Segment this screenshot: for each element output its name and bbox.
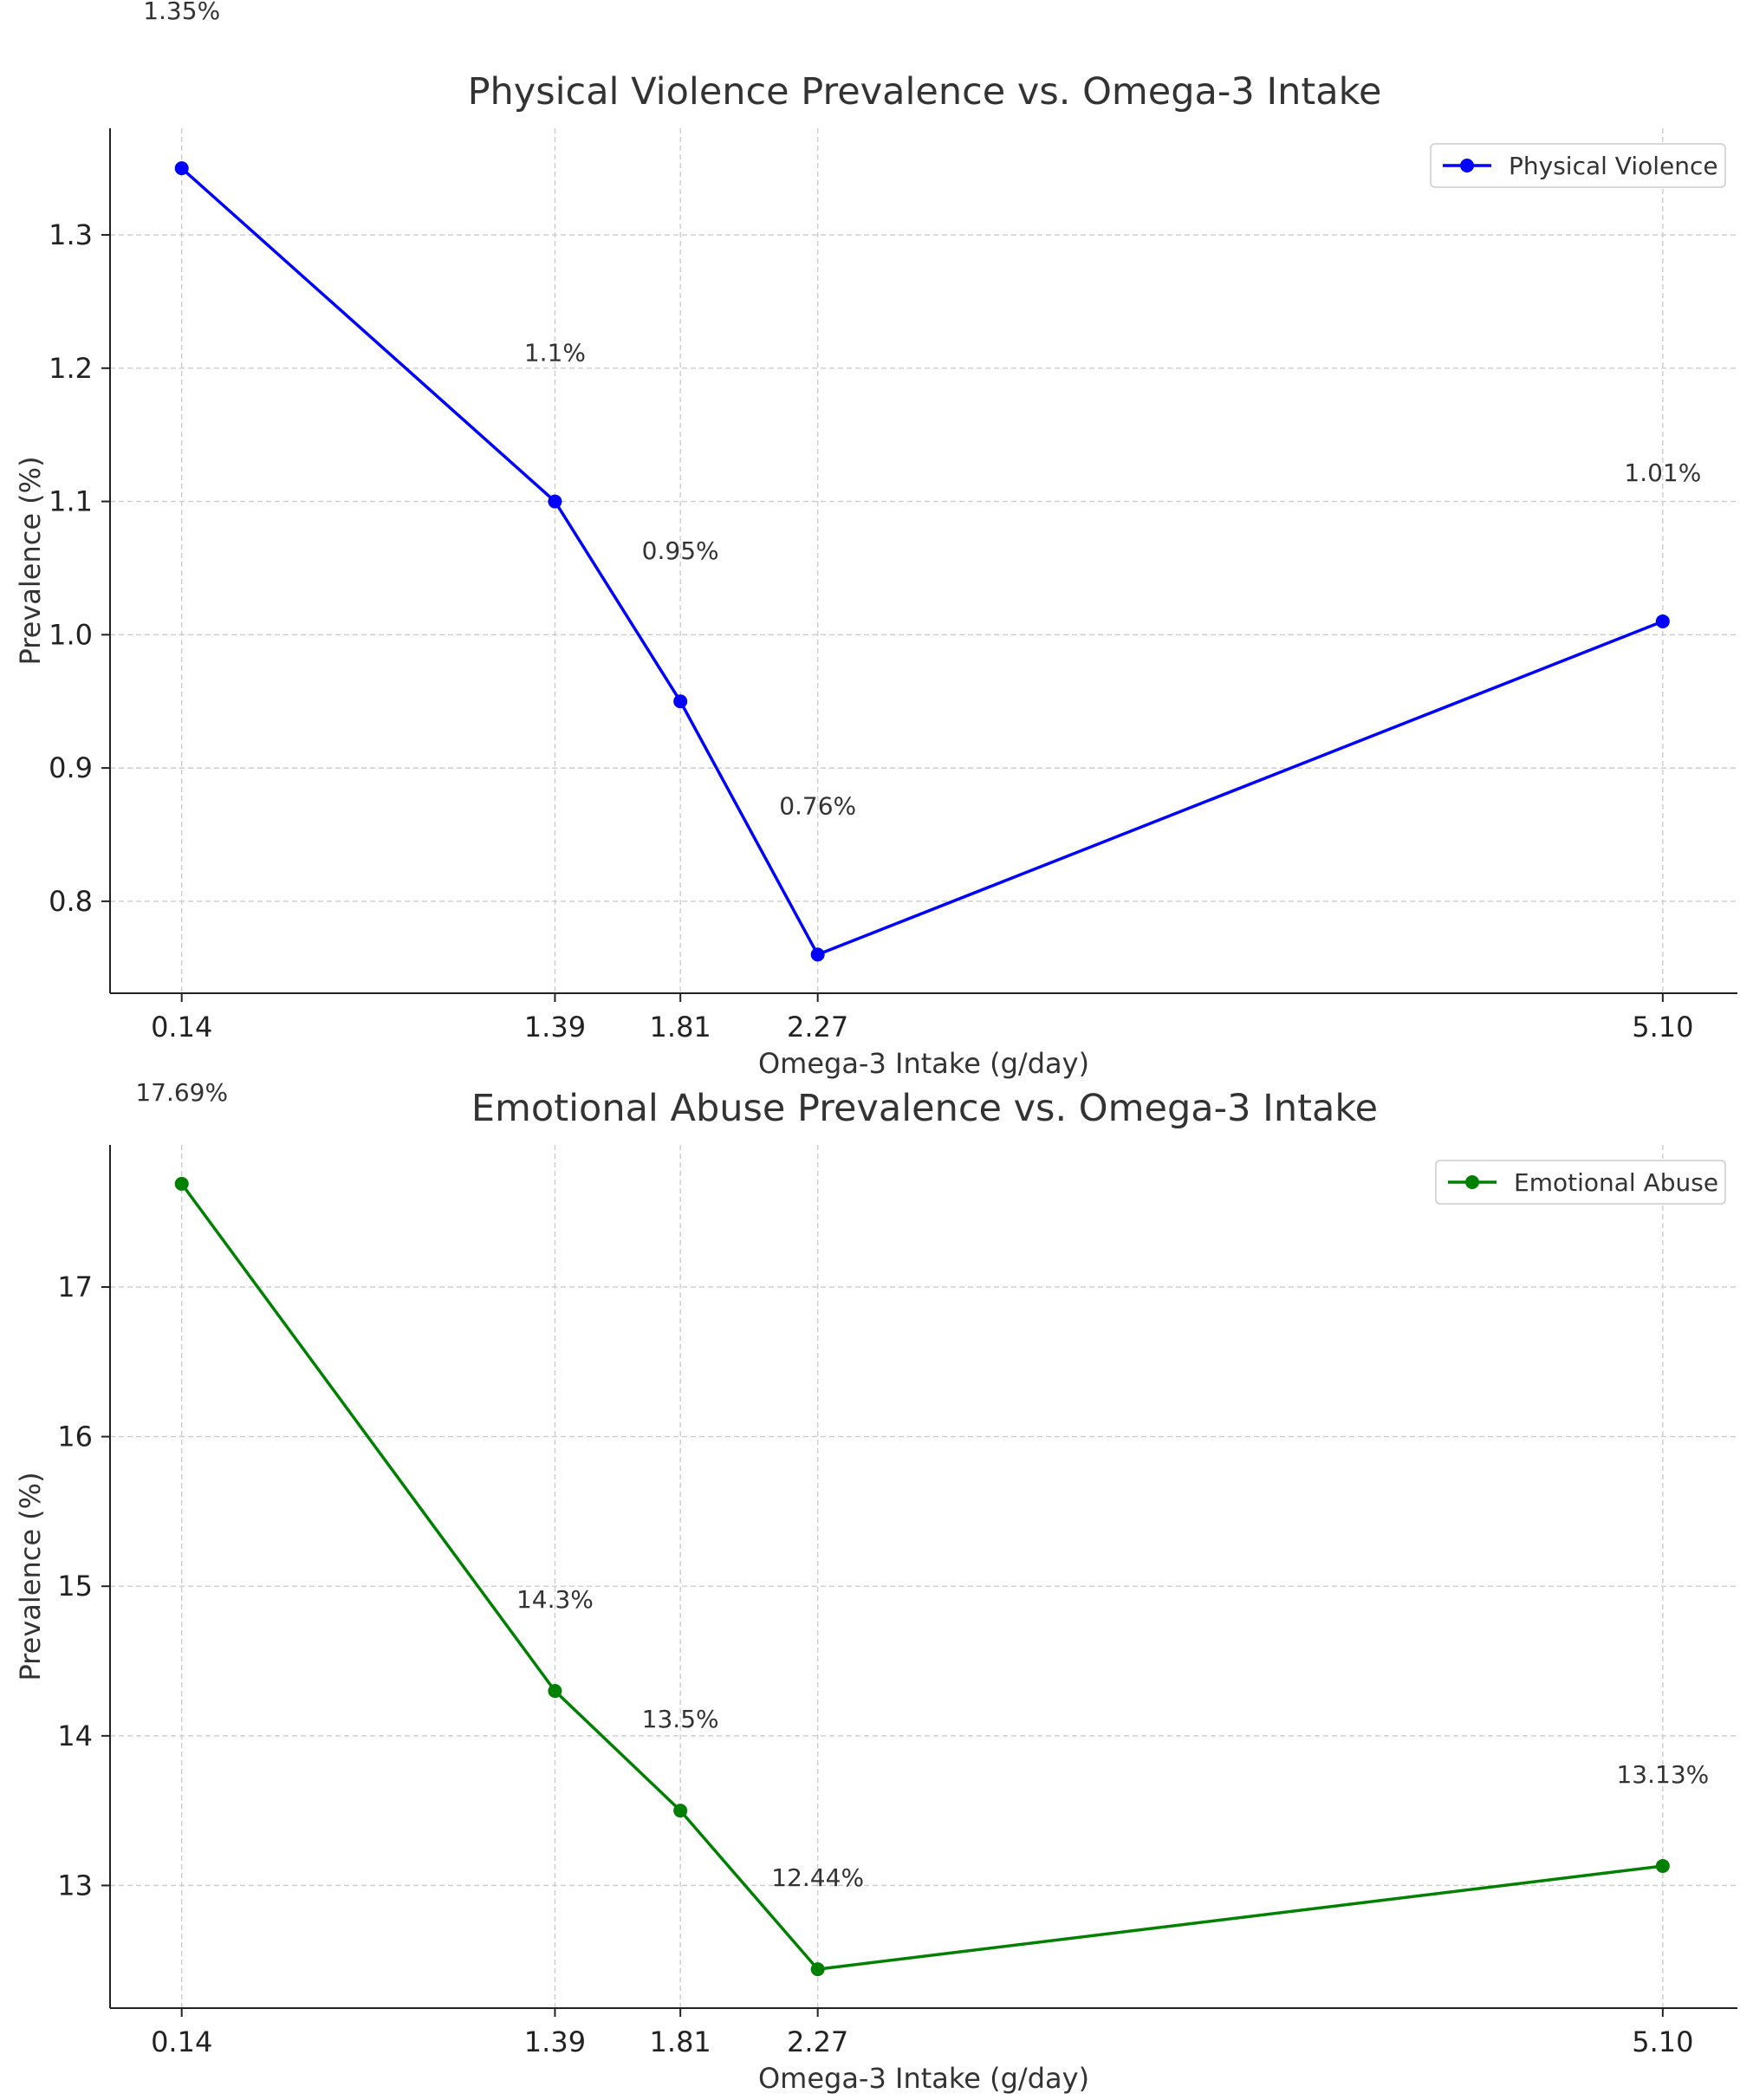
y-axis-label: Prevalence (%) xyxy=(14,456,47,665)
x-tick-label: 0.14 xyxy=(151,1011,212,1043)
x-tick-label: 5.10 xyxy=(1632,1011,1693,1043)
x-axis-label: Omega-3 Intake (g/day) xyxy=(758,1047,1089,1080)
data-label: 0.95% xyxy=(642,536,719,565)
data-label: 1.35% xyxy=(143,0,220,25)
data-point xyxy=(174,1176,189,1191)
legend-box xyxy=(1430,143,1726,188)
data-label: 17.69% xyxy=(135,1078,228,1107)
y-tick-label: 13 xyxy=(57,1869,93,1902)
y-tick-label: 1.0 xyxy=(49,618,93,651)
x-tick-label: 0.14 xyxy=(151,2025,212,2058)
y-tick-label: 16 xyxy=(57,1421,93,1453)
data-point xyxy=(810,947,825,962)
data-label: 14.3% xyxy=(516,1585,594,1614)
y-tick-label: 0.8 xyxy=(49,885,93,918)
y-axis-label: Prevalence (%) xyxy=(14,1472,47,1681)
x-tick-label: 1.39 xyxy=(524,1011,586,1043)
data-point xyxy=(548,1684,562,1699)
chart-panel-2: 0.14 1.39 1.81 2.27 5.10 13 14 15 16 17 Emotional … xyxy=(14,1078,1737,2095)
y-tick-label: 1.1 xyxy=(49,485,93,518)
data-point xyxy=(1655,1859,1670,1874)
data-label: 1.1% xyxy=(524,339,586,367)
data-point xyxy=(174,161,189,176)
y-tick-label: 15 xyxy=(57,1570,93,1603)
data-label: 1.01% xyxy=(1624,458,1701,487)
chart-title: Emotional Abuse Prevalence vs. Omega-3 I… xyxy=(471,1087,1378,1130)
y-tick-label: 1.2 xyxy=(49,352,93,385)
y-tick-label: 14 xyxy=(57,1720,93,1752)
x-tick-label: 1.81 xyxy=(650,1011,711,1043)
x-tick-label: 1.39 xyxy=(524,2025,586,2058)
data-point xyxy=(673,694,688,709)
data-label: 12.44% xyxy=(771,1863,864,1892)
chart-title: Physical Violence Prevalence vs. Omega-3… xyxy=(468,70,1382,114)
x-tick-label: 5.10 xyxy=(1632,2025,1693,2058)
x-axis-label: Omega-3 Intake (g/day) xyxy=(758,2062,1089,2095)
data-point xyxy=(810,1962,825,1977)
x-tick-label: 2.27 xyxy=(787,1011,848,1043)
legend-label: Physical Violence xyxy=(1509,152,1718,180)
data-point xyxy=(1655,614,1670,628)
y-tick-label: 0.9 xyxy=(49,751,93,784)
data-point xyxy=(548,494,562,509)
data-point xyxy=(673,1804,688,1818)
data-label: 0.76% xyxy=(779,791,856,820)
y-tick-label: 17 xyxy=(57,1271,93,1304)
y-tick-label: 1.3 xyxy=(49,218,93,251)
legend-label: Emotional Abuse xyxy=(1514,1168,1718,1197)
legend-box xyxy=(1435,1160,1726,1205)
x-tick-label: 2.27 xyxy=(787,2025,848,2058)
chart-panel-1: 0.14 1.39 1.81 2.27 5.10 0.8 0.9 1.0 1.1 1.2 1.3 Ph… xyxy=(14,0,1737,1080)
x-tick-label: 1.81 xyxy=(650,2025,711,2058)
data-label: 13.5% xyxy=(642,1705,719,1733)
legend-marker-swatch xyxy=(1460,159,1474,172)
legend: Emotional Abuse xyxy=(1435,1160,1726,1205)
data-label: 13.13% xyxy=(1616,1760,1709,1789)
legend-marker-swatch xyxy=(1465,1175,1479,1189)
legend: Physical Violence xyxy=(1430,143,1726,188)
